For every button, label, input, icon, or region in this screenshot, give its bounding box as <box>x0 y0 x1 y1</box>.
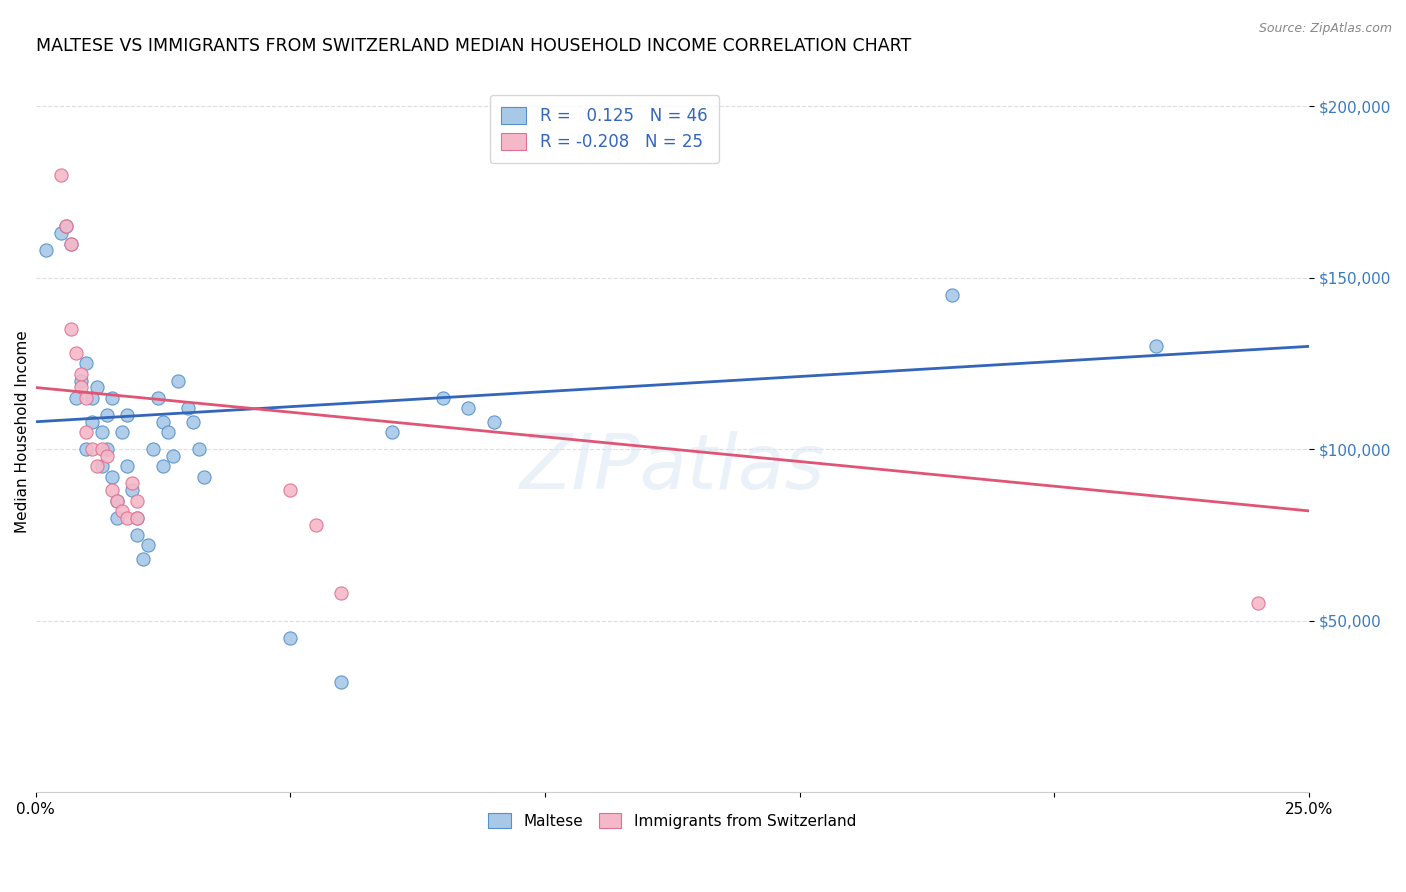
Point <box>76 442 98 457</box>
Point <box>193 469 215 483</box>
Point <box>86 459 108 474</box>
Point <box>187 442 209 457</box>
Point <box>90 442 112 457</box>
Point <box>96 442 118 457</box>
Point <box>1144 339 1167 353</box>
Point <box>127 528 149 542</box>
Point <box>90 425 112 439</box>
Point <box>183 415 205 429</box>
Point <box>65 346 87 360</box>
Point <box>278 631 301 645</box>
Point <box>101 469 124 483</box>
Point <box>96 408 118 422</box>
Y-axis label: Median Household Income: Median Household Income <box>15 331 30 533</box>
Point <box>131 552 153 566</box>
Point <box>167 374 190 388</box>
Point <box>70 374 93 388</box>
Point <box>115 459 138 474</box>
Point <box>76 391 98 405</box>
Point <box>111 425 134 439</box>
Point <box>76 425 98 439</box>
Point <box>136 538 159 552</box>
Point <box>146 391 169 405</box>
Point <box>55 219 77 234</box>
Point <box>70 367 93 381</box>
Point <box>105 510 128 524</box>
Point <box>90 459 112 474</box>
Point <box>127 510 149 524</box>
Point <box>101 391 124 405</box>
Point <box>482 415 505 429</box>
Point <box>76 357 98 371</box>
Point <box>49 226 72 240</box>
Point <box>432 391 454 405</box>
Point <box>60 236 83 251</box>
Point <box>305 517 328 532</box>
Point <box>60 322 83 336</box>
Point <box>142 442 165 457</box>
Point <box>278 483 301 498</box>
Point <box>121 483 143 498</box>
Text: Source: ZipAtlas.com: Source: ZipAtlas.com <box>1258 22 1392 36</box>
Point <box>177 401 200 415</box>
Point <box>80 391 103 405</box>
Point <box>105 493 128 508</box>
Point <box>35 48 58 62</box>
Point <box>86 380 108 394</box>
Point <box>96 449 118 463</box>
Point <box>35 244 58 258</box>
Point <box>55 219 77 234</box>
Point <box>121 476 143 491</box>
Point <box>115 510 138 524</box>
Text: MALTESE VS IMMIGRANTS FROM SWITZERLAND MEDIAN HOUSEHOLD INCOME CORRELATION CHART: MALTESE VS IMMIGRANTS FROM SWITZERLAND M… <box>35 37 911 55</box>
Point <box>127 510 149 524</box>
Point <box>156 425 179 439</box>
Point <box>60 236 83 251</box>
Text: ZIPatlas: ZIPatlas <box>520 431 825 505</box>
Point <box>80 415 103 429</box>
Point <box>111 504 134 518</box>
Point <box>330 586 353 600</box>
Point <box>49 168 72 182</box>
Point <box>70 380 93 394</box>
Point <box>330 675 353 690</box>
Point <box>152 459 174 474</box>
Point <box>65 391 87 405</box>
Point <box>105 493 128 508</box>
Point <box>152 415 174 429</box>
Point <box>457 401 479 415</box>
Point <box>1247 596 1270 610</box>
Point <box>101 483 124 498</box>
Legend: Maltese, Immigrants from Switzerland: Maltese, Immigrants from Switzerland <box>482 806 862 835</box>
Point <box>127 493 149 508</box>
Point <box>115 408 138 422</box>
Point <box>80 442 103 457</box>
Point <box>162 449 184 463</box>
Point <box>381 425 404 439</box>
Point <box>941 288 963 302</box>
